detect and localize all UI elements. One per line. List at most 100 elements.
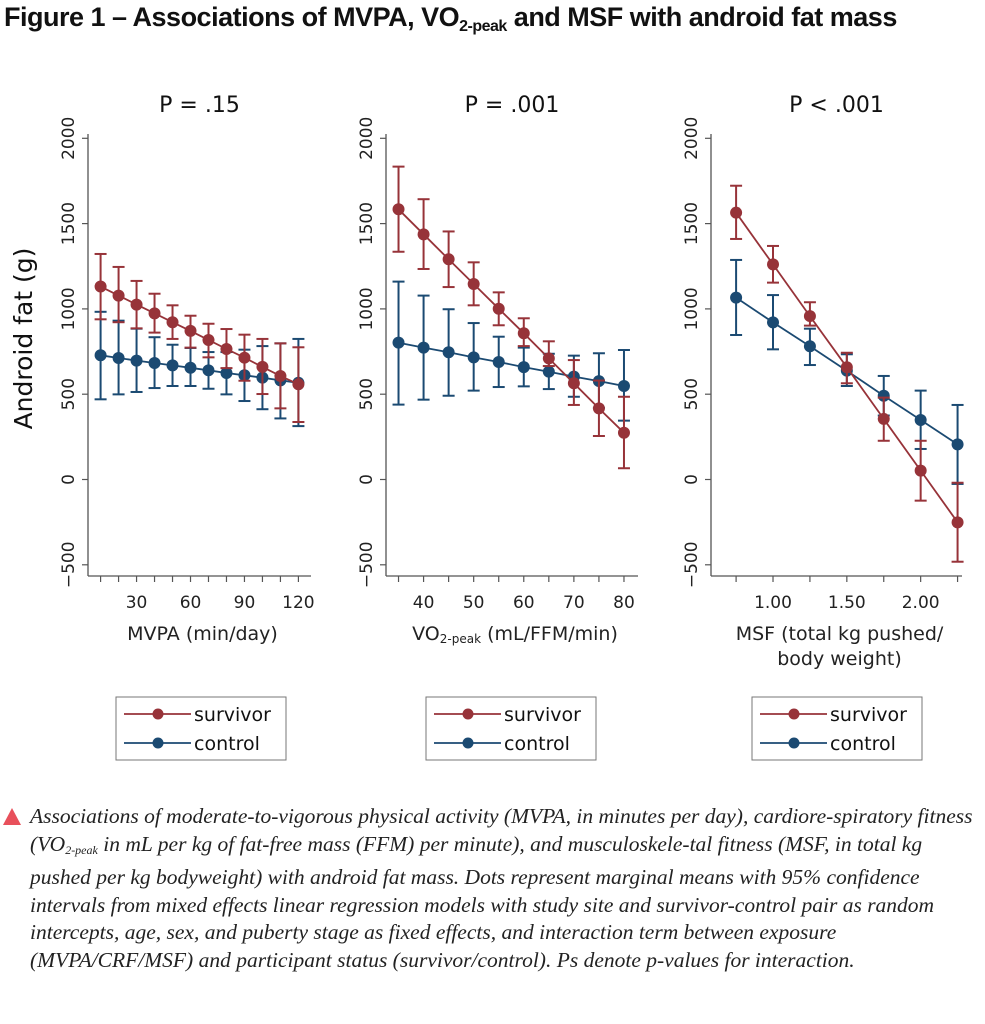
data-point	[442, 346, 455, 359]
data-point	[840, 361, 853, 374]
data-point	[442, 253, 455, 266]
x-axis-label-main: VO	[412, 623, 440, 645]
panel-2: P = .001 −500 0 500 1000 1500 2000 40 50 60 70 80 VO…	[357, 93, 638, 761]
x-tick-label: 2.00	[902, 593, 940, 613]
y-tick-label: 1000	[682, 287, 702, 330]
legend-label-control: control	[504, 733, 570, 755]
figure-title: Figure 1 – Associations of MVPA, VO2-pea…	[4, 2, 979, 42]
data-point	[220, 342, 233, 355]
data-point	[492, 355, 505, 368]
x-tick-label: 1.00	[754, 593, 792, 613]
legend-marker-survivor	[788, 708, 800, 720]
y-tick-label: 1000	[59, 287, 79, 330]
x-tick-label: 90	[234, 593, 256, 613]
x-axis-label-line2: body weight)	[777, 648, 902, 670]
y-tick-label: 1500	[682, 202, 702, 245]
legend-marker-control	[788, 737, 800, 749]
x-axis-label-rest: (mL/FFM/min)	[481, 623, 618, 645]
legend: survivor control	[751, 696, 923, 761]
data-point	[148, 307, 161, 320]
series-line	[398, 341, 625, 387]
data-point	[417, 228, 430, 241]
y-tick-label: 0	[682, 474, 702, 485]
figure-caption: Associations of moderate-to-vigorous phy…	[30, 803, 975, 975]
data-point	[467, 277, 480, 290]
legend-box	[115, 696, 287, 761]
data-point	[877, 389, 890, 402]
data-point	[256, 360, 269, 373]
data-point	[517, 327, 530, 340]
x-tick-label: 60	[513, 593, 535, 613]
data-point	[238, 351, 251, 364]
figure-title-rest: and MSF with android fat mass	[506, 2, 898, 32]
y-tick-label: 0	[357, 474, 377, 485]
data-point	[166, 359, 179, 372]
y-tick-label: 500	[59, 378, 79, 410]
series-control	[392, 280, 630, 422]
panel-1: P = .15 −500 0 500 1000 1500 2000 30 60 90 120MVPA…	[9, 93, 315, 761]
data-point	[112, 352, 125, 365]
y-tick-label: −500	[59, 541, 79, 588]
y-axis-label: Android fat (g)	[9, 248, 38, 430]
data-point	[292, 378, 305, 391]
y-tick-label: 0	[59, 474, 79, 485]
legend-marker-control	[152, 737, 164, 749]
x-tick-label: 50	[463, 593, 485, 613]
data-point	[112, 289, 125, 302]
panel-3: P < .001 −500 0 500 1000 1500 2000 1.00 1.50 2.00…	[682, 93, 964, 761]
data-point	[517, 361, 530, 374]
panel-title: P = .001	[465, 93, 560, 118]
legend-label-control: control	[194, 733, 260, 755]
data-point	[492, 302, 505, 315]
figure-title-subscript: 2-peak	[459, 18, 507, 35]
data-point	[202, 364, 215, 377]
x-tick-label: 30	[126, 593, 148, 613]
legend: survivor control	[115, 696, 287, 761]
x-tick-label: 40	[413, 593, 435, 613]
legend-box	[425, 696, 597, 761]
data-point	[951, 516, 964, 529]
legend-label-survivor: survivor	[504, 704, 581, 726]
figure-title-main: Figure 1 – Associations of MVPA, VO	[4, 2, 460, 32]
series-line	[100, 354, 299, 384]
data-point	[951, 438, 964, 451]
data-point	[417, 341, 430, 354]
data-point	[166, 316, 179, 329]
series-survivor	[94, 252, 305, 424]
x-tick-label: 70	[563, 593, 585, 613]
data-point	[184, 361, 197, 374]
data-point	[730, 291, 743, 304]
x-axis-label-subscript: 2-peak	[440, 632, 481, 646]
data-point	[94, 349, 107, 362]
panel-title: P < .001	[789, 93, 884, 118]
x-axis-label: MSF (total kg pushed/	[736, 623, 944, 645]
data-point	[220, 367, 233, 380]
y-tick-label: 1500	[357, 202, 377, 245]
caption-text-2: in mL per kg of fat-free mass (FFM) per …	[30, 831, 935, 972]
caption-subscript: 2-peak	[65, 842, 98, 857]
caption-text-1: Associations of moderate-to-vigorous phy…	[30, 804, 973, 856]
data-point	[542, 352, 555, 365]
data-point	[914, 464, 927, 477]
caption-triangle-icon	[3, 808, 21, 825]
y-tick-label: 2000	[682, 117, 702, 160]
x-tick-label: 1.50	[828, 593, 866, 613]
data-point	[130, 298, 143, 311]
data-point	[592, 402, 605, 415]
data-point	[767, 316, 780, 329]
legend-box	[751, 696, 923, 761]
series-survivor	[392, 165, 630, 470]
data-point	[803, 340, 816, 353]
data-point	[803, 310, 816, 323]
y-tick-label: 1500	[59, 202, 79, 245]
y-tick-label: 500	[682, 378, 702, 410]
data-point	[148, 356, 161, 369]
legend: survivor control	[425, 696, 597, 761]
legend-marker-control	[462, 737, 474, 749]
y-tick-label: 500	[357, 378, 377, 410]
data-point	[730, 206, 743, 219]
data-point	[877, 412, 890, 425]
data-point	[94, 280, 107, 293]
data-point	[617, 426, 630, 439]
